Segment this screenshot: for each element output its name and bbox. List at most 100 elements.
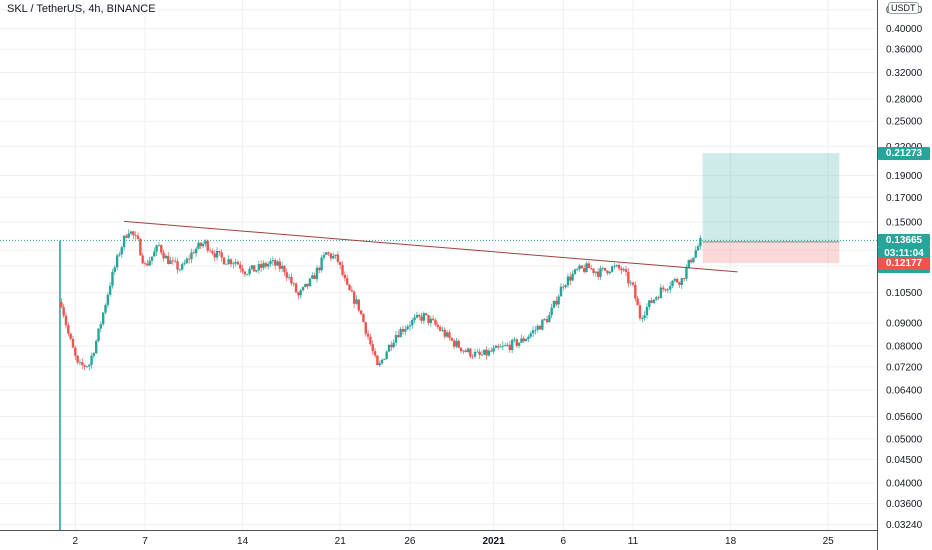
candle-body xyxy=(492,348,495,352)
time-tick-label: 18 xyxy=(725,536,737,547)
candle-body xyxy=(259,264,263,268)
candle-body xyxy=(248,268,251,275)
candle-body xyxy=(529,333,532,337)
candle-body xyxy=(473,351,477,357)
candle-body xyxy=(292,283,295,285)
profit-zone[interactable] xyxy=(702,153,840,242)
candle-body xyxy=(74,347,77,356)
candle-body xyxy=(420,316,423,321)
candle-body xyxy=(299,290,302,296)
candle-body xyxy=(687,259,690,268)
candle-body xyxy=(141,255,144,264)
target-price-label: 0.21273 xyxy=(878,146,930,160)
candle-body xyxy=(320,257,323,271)
candle-body xyxy=(585,263,588,273)
candle-body xyxy=(596,271,600,277)
candle-body xyxy=(257,264,261,271)
candle-body xyxy=(150,256,154,261)
candle-body xyxy=(617,265,621,269)
candle-body xyxy=(146,263,149,266)
candle-body xyxy=(280,265,284,269)
candle-body xyxy=(696,246,700,251)
candle-body xyxy=(304,283,307,287)
price-tick-label: 0.25000 xyxy=(886,117,923,128)
candle-body xyxy=(392,342,395,348)
candle-body xyxy=(336,254,340,262)
candle-body xyxy=(364,322,367,334)
candle-body xyxy=(313,275,316,280)
trendline[interactable] xyxy=(124,220,738,273)
candle-body xyxy=(227,259,230,264)
currency-badge[interactable]: USDT xyxy=(888,2,919,14)
candle-body xyxy=(132,231,135,236)
candle-body xyxy=(125,235,128,238)
candle-body xyxy=(273,260,277,266)
candle-body xyxy=(62,307,65,316)
candle-body xyxy=(443,329,446,337)
candle-body xyxy=(613,266,616,267)
candle-body xyxy=(243,271,247,275)
price-tick-label: 0.06400 xyxy=(886,386,923,397)
candle-body xyxy=(269,261,272,264)
candle-body xyxy=(555,300,558,305)
candle-body xyxy=(645,306,649,316)
candle-body xyxy=(501,345,505,347)
candle-body xyxy=(464,350,467,353)
candles xyxy=(59,229,702,530)
candle-body xyxy=(415,314,419,318)
candle-body xyxy=(115,255,119,268)
candle-body xyxy=(627,271,630,284)
candle-body xyxy=(85,366,89,368)
candle-body xyxy=(659,287,663,299)
candle-body xyxy=(373,351,377,356)
candle-body xyxy=(471,356,474,358)
candle-body xyxy=(236,261,240,265)
candle-body xyxy=(106,294,110,306)
candle-body xyxy=(406,326,409,330)
candle-body xyxy=(178,269,182,271)
candle-body xyxy=(60,302,63,308)
candle-body xyxy=(301,286,305,291)
candle-body xyxy=(664,289,667,291)
candle-body xyxy=(266,263,270,267)
candle-body xyxy=(167,255,170,265)
loss-zone[interactable] xyxy=(702,241,840,264)
candle-body xyxy=(668,286,672,290)
price-tick-label: 0.36000 xyxy=(886,45,923,56)
candle-body xyxy=(176,261,179,270)
candle-body xyxy=(108,285,112,295)
candle-body xyxy=(527,336,530,340)
candle-body xyxy=(290,276,293,284)
candle-body xyxy=(515,339,519,346)
candle-body xyxy=(90,355,93,365)
candle-body xyxy=(345,278,349,285)
candle-body xyxy=(213,253,216,258)
candle-body xyxy=(387,344,391,352)
candle-body xyxy=(174,260,177,262)
long-position-tool[interactable] xyxy=(702,153,840,264)
grid xyxy=(0,0,877,530)
stop-price-label: 0.12177 xyxy=(878,256,930,270)
candle-body xyxy=(524,339,528,342)
candle-body xyxy=(571,273,574,281)
candle-body xyxy=(185,258,189,264)
candle-body xyxy=(490,350,493,352)
candle-body xyxy=(680,278,684,286)
candle-body xyxy=(431,318,435,321)
price-tick-label: 0.07200 xyxy=(886,362,923,373)
candle-body xyxy=(573,269,577,274)
candle-body xyxy=(682,278,686,279)
time-axis[interactable]: 2 7 14 21 26 2021 6 11 18 25 xyxy=(73,536,835,547)
candle-body xyxy=(294,283,298,293)
candle-body xyxy=(408,325,412,327)
candle-body xyxy=(322,254,326,258)
candle-body xyxy=(67,325,70,334)
candle-body xyxy=(413,317,416,320)
candle-body xyxy=(111,271,114,286)
candle-body xyxy=(157,245,161,246)
candle-body xyxy=(359,310,363,315)
candle-body xyxy=(143,263,147,265)
candle-body xyxy=(118,254,121,256)
candle-body xyxy=(564,285,567,288)
